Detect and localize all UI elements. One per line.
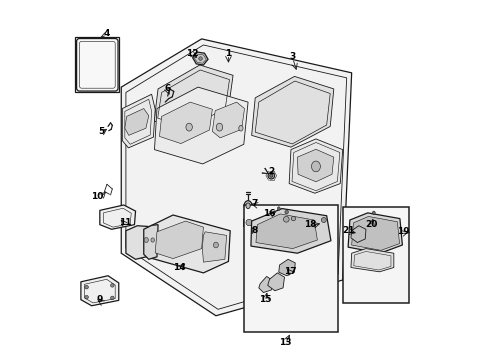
Text: 17: 17 <box>284 267 296 276</box>
Polygon shape <box>154 87 247 164</box>
Polygon shape <box>258 276 272 293</box>
Text: 20: 20 <box>365 220 377 229</box>
Ellipse shape <box>238 125 243 131</box>
Polygon shape <box>100 205 135 229</box>
Ellipse shape <box>372 211 374 215</box>
Text: 10: 10 <box>91 192 103 201</box>
Polygon shape <box>350 226 365 243</box>
Bar <box>244 205 338 332</box>
Polygon shape <box>122 94 155 148</box>
Ellipse shape <box>311 161 320 172</box>
Text: 14: 14 <box>173 263 185 272</box>
Ellipse shape <box>151 238 154 242</box>
Polygon shape <box>202 232 226 262</box>
Ellipse shape <box>245 203 250 208</box>
Text: 2: 2 <box>267 167 274 176</box>
Text: 4: 4 <box>103 29 110 38</box>
Polygon shape <box>351 216 399 250</box>
Text: 15: 15 <box>259 295 271 304</box>
Polygon shape <box>278 259 295 276</box>
Polygon shape <box>350 249 393 272</box>
Text: 8: 8 <box>251 225 257 234</box>
Ellipse shape <box>291 216 295 221</box>
Polygon shape <box>121 39 351 316</box>
Text: 19: 19 <box>396 227 409 236</box>
Ellipse shape <box>244 201 251 211</box>
Text: 12: 12 <box>186 49 199 58</box>
Text: 18: 18 <box>304 220 316 229</box>
Text: 6: 6 <box>164 84 170 93</box>
Polygon shape <box>159 102 212 144</box>
Text: 16: 16 <box>262 210 274 219</box>
Text: 11: 11 <box>118 219 131 228</box>
Polygon shape <box>297 149 333 182</box>
Ellipse shape <box>245 219 252 226</box>
Ellipse shape <box>110 296 114 300</box>
Text: 13: 13 <box>279 338 291 347</box>
Polygon shape <box>250 208 330 253</box>
Text: 9: 9 <box>97 295 103 304</box>
Ellipse shape <box>84 285 88 289</box>
Ellipse shape <box>285 210 288 214</box>
Bar <box>342 207 408 303</box>
Text: 3: 3 <box>289 52 295 61</box>
Polygon shape <box>251 76 333 147</box>
Ellipse shape <box>321 217 325 222</box>
Ellipse shape <box>110 284 114 287</box>
Text: 7: 7 <box>251 199 257 208</box>
Polygon shape <box>146 215 230 273</box>
Ellipse shape <box>277 207 280 210</box>
Ellipse shape <box>283 216 288 222</box>
Polygon shape <box>244 216 254 229</box>
Ellipse shape <box>84 296 88 299</box>
Polygon shape <box>125 226 148 259</box>
Polygon shape <box>288 139 342 193</box>
Polygon shape <box>212 102 244 138</box>
Polygon shape <box>267 273 284 291</box>
Polygon shape <box>192 52 207 65</box>
Polygon shape <box>255 214 317 249</box>
Text: 1: 1 <box>225 49 231 58</box>
Ellipse shape <box>213 242 218 248</box>
Ellipse shape <box>269 174 272 177</box>
Polygon shape <box>124 109 148 135</box>
Ellipse shape <box>198 57 202 60</box>
Polygon shape <box>143 225 158 259</box>
Polygon shape <box>347 213 402 253</box>
Bar <box>75 37 119 93</box>
Text: 5: 5 <box>98 127 104 136</box>
Polygon shape <box>155 221 203 258</box>
Polygon shape <box>154 65 233 131</box>
Ellipse shape <box>216 123 222 131</box>
Text: 21: 21 <box>342 225 354 234</box>
Ellipse shape <box>185 123 192 131</box>
Ellipse shape <box>144 238 148 243</box>
Polygon shape <box>81 276 119 306</box>
